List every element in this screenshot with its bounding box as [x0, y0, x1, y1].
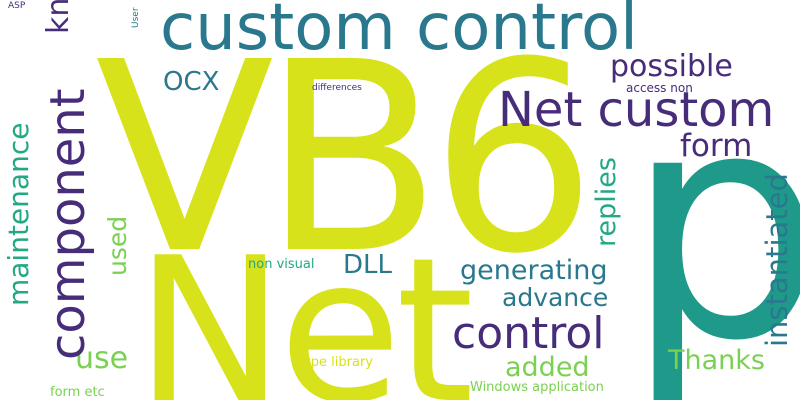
word-p: p — [625, 44, 800, 400]
word-form: form — [680, 128, 753, 164]
word-maintenance: maintenance — [2, 122, 35, 306]
word-generating: generating — [460, 255, 608, 286]
word-custom-control: custom control — [160, 0, 638, 65]
word-vb6: VB6 — [95, 6, 597, 311]
word-form-etc: form etc — [50, 385, 105, 400]
word-control: control — [452, 308, 605, 359]
word-net: Net — [135, 215, 474, 400]
word-know: know — [41, 0, 76, 34]
word-type-library: type library — [298, 355, 373, 370]
word-dll: DLL — [343, 250, 392, 280]
word-possible: possible — [610, 49, 733, 84]
word-instantiated: instantiated — [760, 173, 794, 347]
word-replies: replies — [591, 157, 622, 247]
word-asp: ASP — [8, 1, 26, 11]
word-added: added — [505, 352, 590, 383]
word-advance: advance — [502, 283, 609, 312]
word-ocx: OCX — [163, 67, 220, 97]
word-use: use — [75, 341, 129, 376]
word-used: used — [103, 215, 132, 276]
word-windows-application: Windows application — [470, 380, 604, 395]
word-differences: differences — [312, 83, 362, 93]
word-component: component — [40, 88, 96, 360]
word-non-visual: non visual — [248, 257, 315, 272]
word-access-non: access non — [626, 81, 693, 95]
word-thanks: Thanks — [668, 345, 765, 376]
word-net-custom: Net custom — [498, 82, 775, 138]
word-user: User — [131, 7, 141, 28]
